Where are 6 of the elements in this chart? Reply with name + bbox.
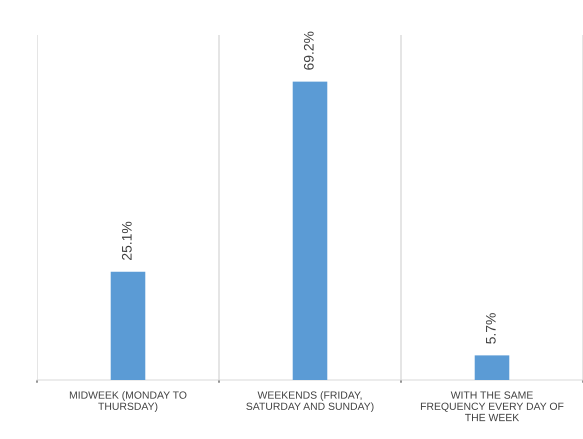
data-label: 5.7% [486,313,496,344]
x-tick-label: WEEKENDS (FRIDAY, SATURDAY AND SUNDAY) [246,391,374,412]
data-label: 69.2% [304,32,314,70]
x-tick-label: WITH THE SAME FREQUENCY EVERY DAY OF THE WEEK [420,391,564,422]
data-label: 25.1% [122,222,132,260]
x-tick-label: MIDWEEK (MONDAY TO THURSDAY) [70,391,186,412]
